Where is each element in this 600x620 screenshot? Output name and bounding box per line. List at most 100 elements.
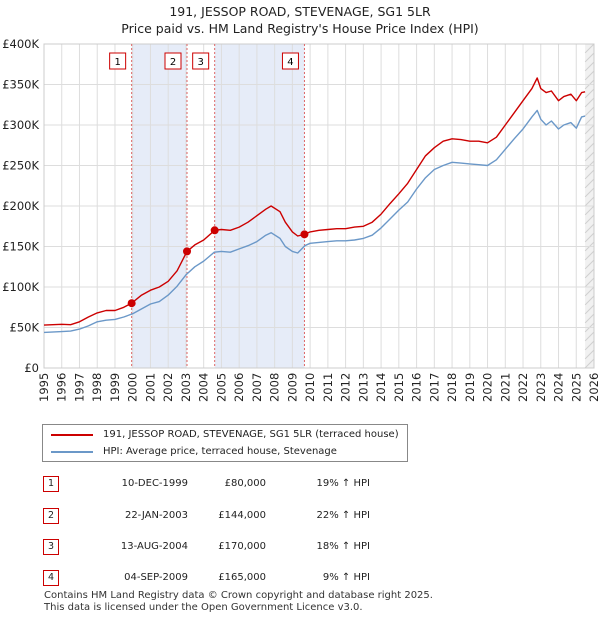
projection-hatch	[584, 277, 595, 288]
property-series-line	[43, 77, 586, 326]
legend-swatch-property	[51, 434, 93, 436]
projection-hatch	[584, 169, 595, 180]
sale-point	[300, 230, 309, 239]
projection-hatch	[584, 106, 595, 117]
x-tick-label: 2013	[356, 373, 370, 402]
x-tick-label: 1998	[90, 373, 104, 402]
sale-hpi-change: 18% ↑ HPI	[316, 541, 370, 552]
projection-hatch	[584, 43, 595, 54]
x-tick-label: 1995	[37, 373, 51, 402]
y-tick-label: £350K	[2, 78, 39, 92]
sale-price: £80,000	[224, 478, 266, 489]
projection-hatch	[584, 61, 595, 72]
y-tick-label: £200K	[2, 199, 39, 213]
x-tick-label: 2023	[534, 373, 548, 402]
sale-date: 10-DEC-1999	[121, 478, 188, 489]
sale-hpi-change: 22% ↑ HPI	[316, 510, 370, 521]
projection-hatch	[584, 304, 595, 315]
projection-hatch	[584, 196, 595, 207]
projection-hatch	[584, 115, 595, 126]
projection-hatch	[584, 205, 595, 216]
table-row: 2 22-JAN-2003 £144,000 22% ↑ HPI	[0, 505, 600, 527]
y-tick-label: £100K	[2, 280, 39, 294]
sale-number-badge: 4	[43, 570, 59, 586]
projection-hatch	[584, 358, 595, 369]
projection-hatch	[584, 313, 595, 324]
y-tick-label: £0	[24, 361, 39, 375]
sale-badge	[192, 52, 210, 70]
x-tick-label: 2012	[339, 373, 353, 402]
y-tick-label: £150K	[2, 240, 39, 254]
x-tick-label: 2026	[587, 373, 600, 402]
footer-line-1: Contains HM Land Registry data © Crown c…	[44, 590, 433, 601]
sale-hpi-change: 9% ↑ HPI	[322, 572, 370, 583]
x-tick-label: 2007	[250, 373, 264, 402]
projection-hatch	[584, 286, 595, 297]
legend-swatch-hpi	[51, 451, 93, 453]
sale-date: 04-SEP-2009	[124, 572, 188, 583]
sale-point	[183, 247, 191, 256]
x-tick-label: 2014	[374, 373, 388, 402]
chart-legend: 191, JESSOP ROAD, STEVENAGE, SG1 5LR (te…	[42, 424, 408, 462]
sale-date: 13-AUG-2004	[120, 541, 188, 552]
table-row: 4 04-SEP-2009 £165,000 9% ↑ HPI	[0, 567, 600, 589]
y-tick-label: £50K	[10, 321, 40, 335]
sale-date: 22-JAN-2003	[124, 510, 188, 521]
projection-hatch	[584, 178, 595, 189]
y-tick-label: £400K	[2, 37, 39, 51]
projection-hatch	[584, 340, 595, 351]
price-chart: 191, JESSOP ROAD, STEVENAGE, SG1 5LR Pri…	[2, 4, 600, 402]
sale-badge	[164, 52, 182, 70]
sale-badge	[281, 52, 299, 70]
sale-hpi-change: 19% ↑ HPI	[316, 478, 370, 489]
table-row: 3 13-AUG-2004 £170,000 18% ↑ HPI	[0, 536, 600, 558]
plot-border	[43, 43, 595, 369]
projection-hatch	[584, 88, 595, 99]
projection-hatch	[584, 187, 595, 198]
chart-title: 191, JESSOP ROAD, STEVENAGE, SG1 5LR	[169, 4, 431, 19]
projection-hatch	[584, 52, 595, 63]
x-tick-label: 2002	[161, 373, 175, 402]
sale-number-badge: 1	[43, 476, 59, 492]
legend-label-hpi: HPI: Average price, terraced house, Stev…	[103, 446, 337, 457]
sale-price: £144,000	[218, 510, 266, 521]
x-tick-label: 1999	[108, 373, 122, 402]
sale-price: £170,000	[218, 541, 266, 552]
sale-point	[127, 299, 136, 308]
x-tick-label: 2017	[427, 373, 441, 402]
projection-hatch	[584, 133, 595, 144]
x-tick-label: 2008	[268, 373, 282, 402]
y-tick-label: £300K	[2, 118, 39, 132]
projection-hatch	[584, 223, 595, 234]
sale-badge-label: 3	[197, 57, 203, 68]
x-tick-label: 2022	[516, 373, 530, 402]
sale-badge-label: 4	[287, 57, 293, 68]
x-tick-label: 2024	[552, 373, 566, 402]
table-row: 1 10-DEC-1999 £80,000 19% ↑ HPI	[0, 473, 600, 495]
x-tick-label: 2018	[445, 373, 459, 402]
sale-point	[210, 226, 219, 235]
x-tick-label: 2016	[410, 373, 424, 402]
x-tick-label: 2006	[232, 373, 246, 402]
projection-hatch	[584, 268, 595, 279]
sale-number-badge: 2	[43, 508, 59, 524]
x-tick-label: 2009	[285, 373, 299, 402]
sale-number-badge: 3	[43, 539, 59, 555]
sales-table: 1 10-DEC-1999 £80,000 19% ↑ HPI 2 22-JAN…	[0, 468, 600, 593]
x-tick-label: 2003	[179, 373, 193, 402]
x-tick-label: 2010	[303, 373, 317, 402]
projection-hatch	[584, 232, 595, 243]
x-tick-label: 2001	[143, 373, 157, 402]
projection-hatch	[584, 124, 595, 135]
projection-hatch	[584, 70, 595, 81]
sale-badge	[109, 52, 127, 70]
x-tick-label: 1997	[72, 373, 86, 402]
x-tick-label: 2025	[569, 373, 583, 402]
x-tick-label: 2020	[481, 373, 495, 402]
sale-badge-label: 2	[170, 57, 176, 68]
projection-hatch	[584, 250, 595, 261]
projection-hatch	[584, 295, 595, 306]
projection-hatch	[584, 349, 595, 360]
projection-hatch	[584, 331, 595, 342]
x-tick-label: 2000	[126, 373, 140, 402]
